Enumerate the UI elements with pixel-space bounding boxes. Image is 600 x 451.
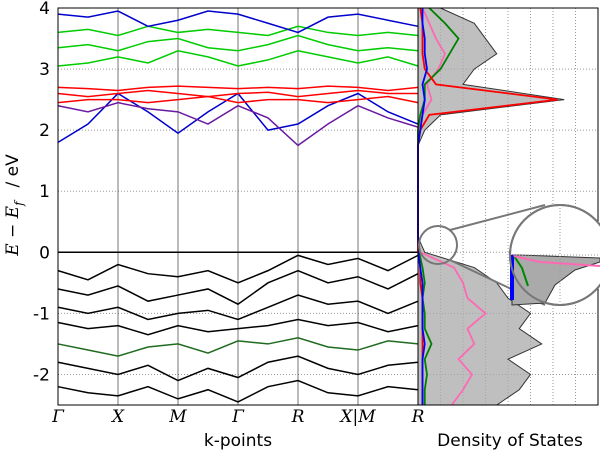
y-label-sub: f bbox=[12, 199, 26, 207]
zoom-connector bbox=[449, 204, 546, 231]
y-tick-label: 4 bbox=[39, 0, 50, 19]
x-tick-label: Γ bbox=[231, 407, 245, 427]
band bbox=[57, 49, 419, 67]
y-tick-label: 0 bbox=[39, 243, 50, 263]
x-tick-label: M bbox=[168, 407, 187, 427]
band bbox=[57, 254, 419, 284]
y-tick-label: 1 bbox=[39, 182, 50, 202]
x-tick-label: X bbox=[110, 407, 125, 427]
frame bbox=[417, 7, 599, 406]
zoom-inset-border bbox=[509, 204, 600, 306]
zoom-circle bbox=[418, 225, 458, 265]
band bbox=[57, 34, 419, 52]
band bbox=[57, 318, 419, 336]
band bbox=[57, 337, 419, 357]
band bbox=[57, 10, 419, 34]
y-label-unit: / eV bbox=[3, 154, 23, 188]
x-tick-label: X|M bbox=[338, 407, 376, 427]
band bbox=[57, 25, 419, 37]
band bbox=[57, 294, 419, 321]
y-tick-label: 3 bbox=[39, 60, 50, 80]
x-tick-label: R bbox=[291, 407, 305, 427]
x-tick-label: Γ bbox=[51, 407, 65, 427]
zoom-inset-area bbox=[511, 254, 600, 306]
band bbox=[57, 101, 419, 147]
band bbox=[57, 355, 419, 382]
band bbox=[57, 85, 419, 92]
band bbox=[57, 95, 419, 104]
x-tick-label: R bbox=[411, 407, 425, 427]
band bbox=[57, 379, 419, 403]
y-tick-label: -2 bbox=[33, 365, 50, 385]
y-tick-label: 2 bbox=[39, 121, 50, 141]
y-label-text: E − E bbox=[3, 205, 23, 256]
zoom-inset-line bbox=[513, 255, 600, 267]
band bbox=[57, 89, 418, 98]
zoom-inset-line bbox=[513, 255, 529, 287]
x-axis-label: k-points bbox=[204, 431, 272, 451]
y-tick-label: -1 bbox=[33, 304, 50, 324]
dos-axis-label: Density of States bbox=[437, 431, 583, 451]
band bbox=[57, 269, 419, 306]
y-axis-label: E − Ef / eV bbox=[3, 154, 26, 257]
